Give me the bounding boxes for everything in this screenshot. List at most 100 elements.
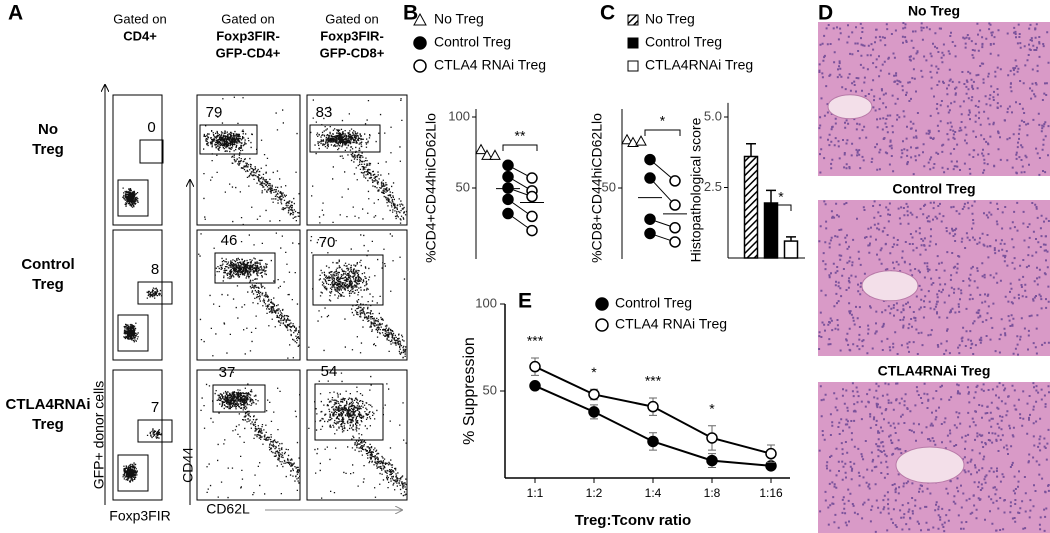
significance: *** [645, 373, 662, 389]
legend-marker [413, 36, 427, 50]
significance: * [709, 401, 715, 417]
gate-percent: 83 [316, 104, 333, 121]
gate-percent: 54 [321, 363, 338, 380]
point [706, 432, 718, 444]
error-bar [746, 143, 756, 157]
vessel [861, 270, 919, 302]
nuclei [818, 200, 1050, 356]
row-label: Treg [32, 276, 64, 293]
x-tick-label: 1:16 [759, 486, 783, 500]
flow-plot [196, 94, 301, 226]
y-tick-label: 50 [602, 179, 616, 194]
gate-percent: 7 [151, 399, 159, 416]
bar [743, 155, 759, 259]
x-axis-label: Treg:Tconv ratio [575, 512, 691, 529]
point [502, 182, 514, 194]
significance: *** [527, 333, 544, 349]
point [588, 388, 600, 401]
gate [117, 314, 149, 352]
flow-events [123, 287, 163, 343]
flow-events [308, 372, 407, 499]
row-label: Control [21, 256, 74, 273]
x-tick-label: 1:2 [586, 486, 603, 500]
axis-label: GFP+ donor cells [91, 381, 107, 490]
legend-label: CTLA4 RNAi Treg [615, 316, 727, 332]
y-axis-label: % Suppression [461, 337, 478, 445]
flow-events [200, 371, 301, 499]
column-header: GFP-CD4+ [216, 45, 281, 60]
gate [212, 384, 266, 413]
gate [309, 124, 381, 153]
y-axis-label: %CD4+CD44hiCD62Llo [423, 113, 439, 263]
error-bar [786, 236, 796, 242]
column-header: GFP-CD8+ [320, 45, 385, 60]
y-tick-label: 5.0 [704, 108, 722, 123]
legend-marker [595, 297, 609, 311]
flow-plot [112, 94, 163, 226]
significance: * [591, 364, 597, 380]
gate [312, 254, 384, 306]
axis-label: Foxp3FIR [109, 508, 170, 524]
point [765, 447, 777, 460]
point [529, 380, 541, 392]
significance: * [778, 189, 784, 205]
x-tick-label: 1:1 [527, 486, 544, 500]
point [526, 172, 538, 184]
legend-label: Control Treg [434, 34, 511, 50]
point [635, 135, 647, 146]
flow-plot [112, 229, 163, 361]
y-tick-label: 50 [483, 382, 497, 397]
bar [783, 240, 799, 259]
flow-plot [112, 369, 163, 501]
point [669, 199, 681, 211]
image-label: No Treg [908, 3, 960, 19]
row-label: Treg [32, 141, 64, 158]
gate-percent: 37 [219, 364, 236, 381]
vessel [827, 94, 873, 120]
gate [199, 124, 258, 155]
legend-label: Control Treg [615, 295, 692, 311]
y-axis-label: Histopathological score [688, 117, 704, 262]
point [475, 143, 487, 155]
point [502, 159, 514, 172]
legend-label: Control Treg [645, 34, 722, 50]
point [706, 454, 718, 467]
point [502, 207, 514, 220]
point [647, 435, 659, 448]
y-tick-label: 2.5 [704, 179, 722, 194]
flow-events [310, 98, 408, 224]
legend-swatch [627, 14, 639, 26]
point [621, 133, 633, 145]
y-tick-label: 100 [475, 295, 497, 310]
row-label: Treg [32, 416, 64, 433]
flow-plot [306, 229, 408, 361]
bar [763, 202, 779, 259]
flow-plot [306, 369, 408, 501]
flow-events [122, 187, 139, 208]
point [644, 172, 656, 184]
legend-marker [413, 59, 427, 73]
column-header: Gated on [221, 11, 275, 26]
flow-events [308, 233, 407, 359]
gate [314, 383, 384, 441]
image-label: Control Treg [892, 181, 975, 197]
vessel [895, 446, 965, 484]
point [669, 236, 681, 248]
flow-plot [196, 229, 301, 361]
x-tick-label: 1:8 [704, 486, 721, 500]
gate-percent: 70 [319, 234, 336, 251]
axis-label: CD44 [180, 447, 196, 483]
legend-marker [595, 318, 609, 332]
point [644, 213, 656, 225]
flow-plot [196, 369, 301, 501]
gate [117, 454, 149, 492]
gate-percent: 46 [221, 232, 238, 249]
legend-label: No Treg [434, 11, 484, 27]
point [502, 193, 514, 206]
axis-label: CD62L [206, 501, 250, 517]
panel-letter: D [818, 2, 833, 25]
significance-bracket [502, 144, 538, 151]
panel-letter: A [8, 2, 23, 25]
x-tick-label: 1:4 [645, 486, 662, 500]
